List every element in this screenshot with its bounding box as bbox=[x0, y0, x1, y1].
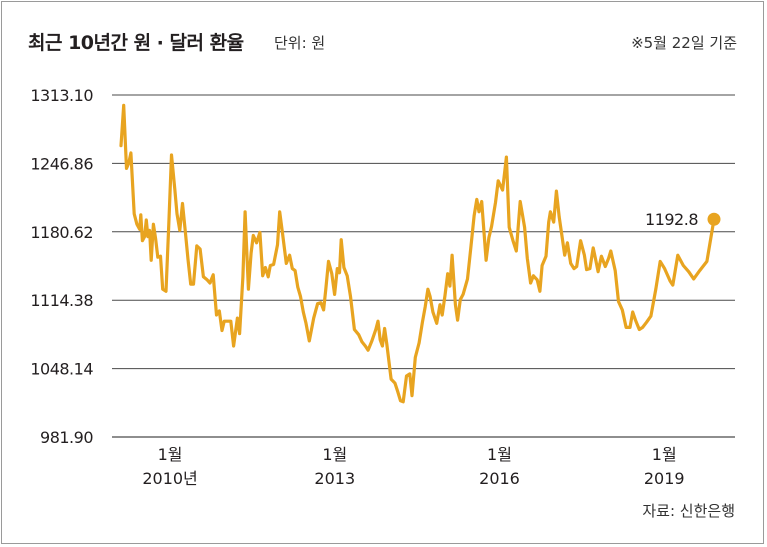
y-tick-label: 981.90 bbox=[40, 428, 93, 447]
y-tick-label: 1313.10 bbox=[30, 86, 93, 105]
x-tick-label-year: 2019 bbox=[644, 469, 685, 488]
unit-label: 단위: 원 bbox=[274, 34, 326, 52]
y-tick-label: 1246.86 bbox=[30, 154, 93, 173]
x-tick-label-year: 2016 bbox=[479, 469, 520, 488]
date-note: ※5월 22일 기준 bbox=[631, 34, 737, 52]
y-tick-label: 1048.14 bbox=[30, 360, 93, 379]
end-point-marker bbox=[707, 212, 721, 226]
x-tick-label-month: 1월 bbox=[322, 445, 347, 464]
x-tick-label-year: 2010년 bbox=[142, 469, 197, 488]
x-tick-label-month: 1월 bbox=[652, 445, 677, 464]
x-tick-label-month: 1월 bbox=[158, 445, 183, 464]
x-tick-label-month: 1월 bbox=[487, 445, 512, 464]
x-tick-label-year: 2013 bbox=[314, 469, 355, 488]
y-tick-label: 1180.62 bbox=[30, 223, 93, 242]
chart-title: 최근 10년간 원 · 달러 환율 bbox=[28, 32, 244, 54]
exchange-rate-line bbox=[119, 103, 716, 404]
end-value-label: 1192.8 bbox=[645, 210, 698, 229]
y-tick-label: 1114.38 bbox=[30, 291, 93, 310]
source-label: 자료: 신한은행 bbox=[642, 502, 735, 520]
